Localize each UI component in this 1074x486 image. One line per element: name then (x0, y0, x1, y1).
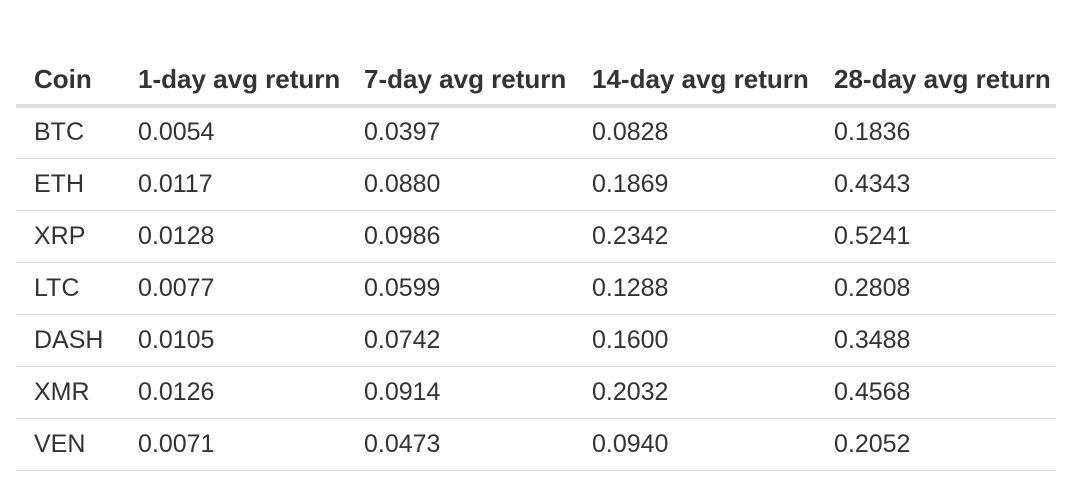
cell-7-day: 0.0599 (346, 262, 574, 315)
table-row: LTC 0.0077 0.0599 0.1288 0.2808 (16, 262, 1056, 315)
cell-7-day: 0.0880 (346, 158, 574, 211)
header-row: Coin 1-day avg return 7-day avg return 1… (16, 16, 1056, 108)
cell-1-day: 0.0128 (120, 210, 346, 263)
cell-14-day: 0.0940 (574, 418, 816, 471)
table-row: VEN 0.0071 0.0473 0.0940 0.2052 (16, 418, 1056, 471)
cell-14-day: 0.2342 (574, 210, 816, 263)
cell-14-day: 0.1600 (574, 314, 816, 367)
header-7-day-avg-return: 7-day avg return (346, 16, 574, 108)
cell-7-day: 0.0914 (346, 366, 574, 419)
cell-1-day: 0.0117 (120, 158, 346, 211)
cell-7-day: 0.0986 (346, 210, 574, 263)
cell-coin: DASH (16, 314, 120, 367)
cell-28-day: 0.5241 (816, 210, 1056, 263)
header-28-day-avg-return: 28-day avg return (816, 16, 1056, 108)
cell-28-day: 0.4568 (816, 366, 1056, 419)
table-header: Coin 1-day avg return 7-day avg return 1… (16, 16, 1056, 108)
cell-1-day: 0.0054 (120, 106, 346, 159)
cell-coin: XMR (16, 366, 120, 419)
cell-coin: VEN (16, 418, 120, 471)
cell-1-day: 0.0077 (120, 262, 346, 315)
cell-coin: XRP (16, 210, 120, 263)
cell-coin: BTC (16, 106, 120, 159)
header-1-day-avg-return: 1-day avg return (120, 16, 346, 108)
header-coin: Coin (16, 16, 120, 108)
header-14-day-avg-return: 14-day avg return (574, 16, 816, 108)
cell-28-day: 0.3488 (816, 314, 1056, 367)
table-row: DASH 0.0105 0.0742 0.1600 0.3488 (16, 314, 1056, 367)
cell-7-day: 0.0397 (346, 106, 574, 159)
cell-1-day: 0.0126 (120, 366, 346, 419)
cell-7-day: 0.0742 (346, 314, 574, 367)
cell-28-day: 0.2052 (816, 418, 1056, 471)
cell-7-day: 0.0473 (346, 418, 574, 471)
cell-1-day: 0.0071 (120, 418, 346, 471)
table-row: BTC 0.0054 0.0397 0.0828 0.1836 (16, 106, 1056, 159)
cell-1-day: 0.0105 (120, 314, 346, 367)
cell-14-day: 0.0828 (574, 106, 816, 159)
cell-14-day: 0.2032 (574, 366, 816, 419)
cell-14-day: 0.1288 (574, 262, 816, 315)
table-row: XMR 0.0126 0.0914 0.2032 0.4568 (16, 366, 1056, 419)
table-row: XRP 0.0128 0.0986 0.2342 0.5241 (16, 210, 1056, 263)
cell-28-day: 0.2808 (816, 262, 1056, 315)
cell-28-day: 0.4343 (816, 158, 1056, 211)
cell-coin: LTC (16, 262, 120, 315)
table-row: ETH 0.0117 0.0880 0.1869 0.4343 (16, 158, 1056, 211)
table-body: BTC 0.0054 0.0397 0.0828 0.1836 ETH 0.01… (16, 106, 1056, 471)
returns-table: Coin 1-day avg return 7-day avg return 1… (16, 16, 1056, 471)
returns-table-container: Coin 1-day avg return 7-day avg return 1… (16, 16, 1056, 471)
cell-14-day: 0.1869 (574, 158, 816, 211)
cell-28-day: 0.1836 (816, 106, 1056, 159)
cell-coin: ETH (16, 158, 120, 211)
